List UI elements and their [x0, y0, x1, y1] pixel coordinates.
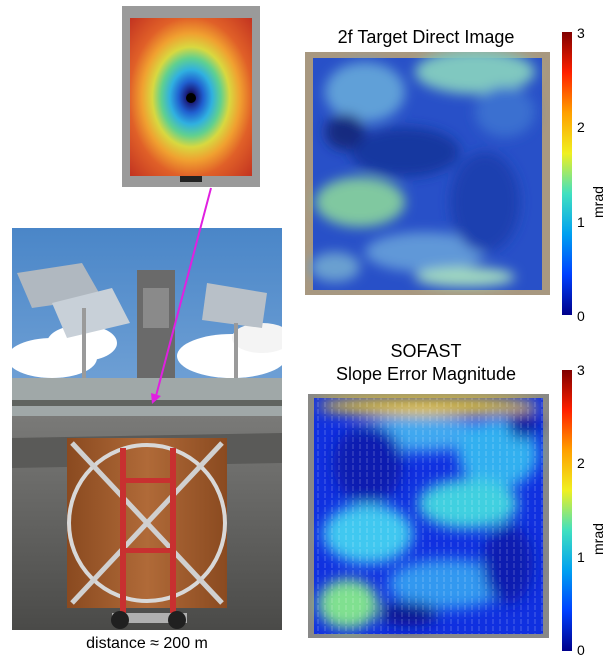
- slope-error-heatmap: [308, 394, 549, 638]
- bottom-colorbar-tick-2: 2: [577, 455, 585, 471]
- bottom-panel-title-line2: Slope Error Magnitude: [335, 364, 517, 384]
- top-colorbar-tick-3: 3: [577, 25, 585, 41]
- top-colorbar-label: mrad: [590, 186, 605, 218]
- top-colorbar-tick-0: 0: [577, 308, 585, 324]
- target-photo-image: [122, 6, 260, 187]
- bottom-panel-title-line1: SOFAST: [390, 341, 462, 361]
- top-panel-title: 2f Target Direct Image: [337, 27, 515, 47]
- top-colorbar-tick-2: 2: [577, 119, 585, 135]
- field-photo-image: [12, 228, 282, 630]
- target-photo: [122, 6, 260, 187]
- bottom-colorbar: [562, 370, 572, 651]
- bottom-colorbar-tick-3: 3: [577, 362, 585, 378]
- top-colorbar: [562, 32, 572, 315]
- photo-caption: distance ≈ 200 m: [86, 635, 208, 652]
- field-photo: [12, 228, 282, 630]
- bottom-colorbar-label: mrad: [590, 523, 605, 555]
- top-colorbar-tick-1: 1: [577, 214, 585, 230]
- bottom-colorbar-tick-0: 0: [577, 642, 585, 658]
- bottom-colorbar-tick-1: 1: [577, 549, 585, 565]
- direct-image-heatmap: [305, 50, 550, 295]
